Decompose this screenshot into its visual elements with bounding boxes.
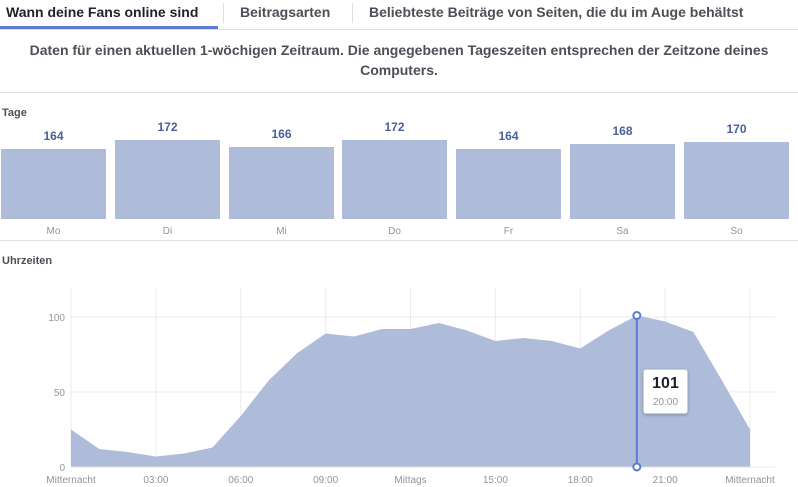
tab-divider — [223, 3, 224, 23]
days-section-title: Tage — [2, 107, 27, 119]
active-tab-indicator — [0, 26, 218, 29]
day-value-label: 164 — [43, 129, 64, 143]
day-bar[interactable] — [1, 149, 106, 219]
divider — [0, 240, 798, 241]
x-tick-label: 06:00 — [228, 475, 253, 486]
day-value-label: 168 — [612, 124, 633, 138]
y-tick-label: 100 — [48, 313, 65, 324]
x-tick-label: 03:00 — [143, 475, 168, 486]
day-bar[interactable] — [342, 140, 447, 219]
x-tick-label: Mitternacht — [46, 475, 96, 486]
day-axis-label: Di — [162, 226, 173, 237]
day-value-label: 170 — [726, 122, 747, 136]
y-tick-label: 0 — [59, 463, 65, 474]
day-bar[interactable] — [684, 142, 789, 219]
day-value-label: 172 — [157, 120, 178, 134]
x-tick-label: 15:00 — [483, 475, 508, 486]
day-value-label: 164 — [498, 129, 519, 143]
day-bar[interactable] — [229, 147, 334, 219]
day-bar[interactable] — [115, 140, 220, 219]
tooltip-time: 20:00 — [652, 397, 679, 408]
data-period-notice: Daten für einen aktuellen 1-wöchigen Zei… — [29, 42, 769, 78]
day-axis-label: Mi — [276, 226, 287, 237]
hover-tooltip: 101 20:00 — [643, 369, 688, 414]
tab-fans-online[interactable]: Wann deine Fans online sind — [6, 4, 199, 20]
hours-section-title: Uhrzeiten — [2, 255, 53, 267]
day-axis-label: Mo — [46, 226, 61, 237]
day-bar[interactable] — [570, 144, 675, 219]
day-axis-label: Do — [388, 226, 401, 237]
day-axis-label: Sa — [616, 226, 629, 237]
tab-divider — [352, 3, 353, 23]
y-tick-label: 50 — [54, 388, 66, 399]
x-tick-label: 21:00 — [653, 475, 678, 486]
x-tick-label: Mitternacht — [725, 475, 775, 486]
x-tick-label: Mittags — [394, 475, 426, 486]
day-value-label: 166 — [271, 127, 292, 141]
day-axis-label: Fr — [503, 226, 514, 237]
highlight-point — [632, 311, 642, 320]
tooltip-value: 101 — [652, 375, 679, 392]
divider — [0, 92, 798, 93]
x-tick-label: 18:00 — [568, 475, 593, 486]
tab-post-types[interactable]: Beitragsarten — [240, 4, 331, 20]
highlight-base-point — [632, 462, 642, 472]
day-bar[interactable] — [456, 149, 561, 219]
day-axis-label: So — [730, 226, 743, 237]
x-tick-label: 09:00 — [313, 475, 338, 486]
tab-bar: Wann deine Fans online sind Beitragsarte… — [0, 0, 798, 30]
day-value-label: 172 — [384, 120, 405, 134]
tab-popular-posts[interactable]: Beliebteste Beiträge von Seiten, die du … — [369, 4, 744, 20]
